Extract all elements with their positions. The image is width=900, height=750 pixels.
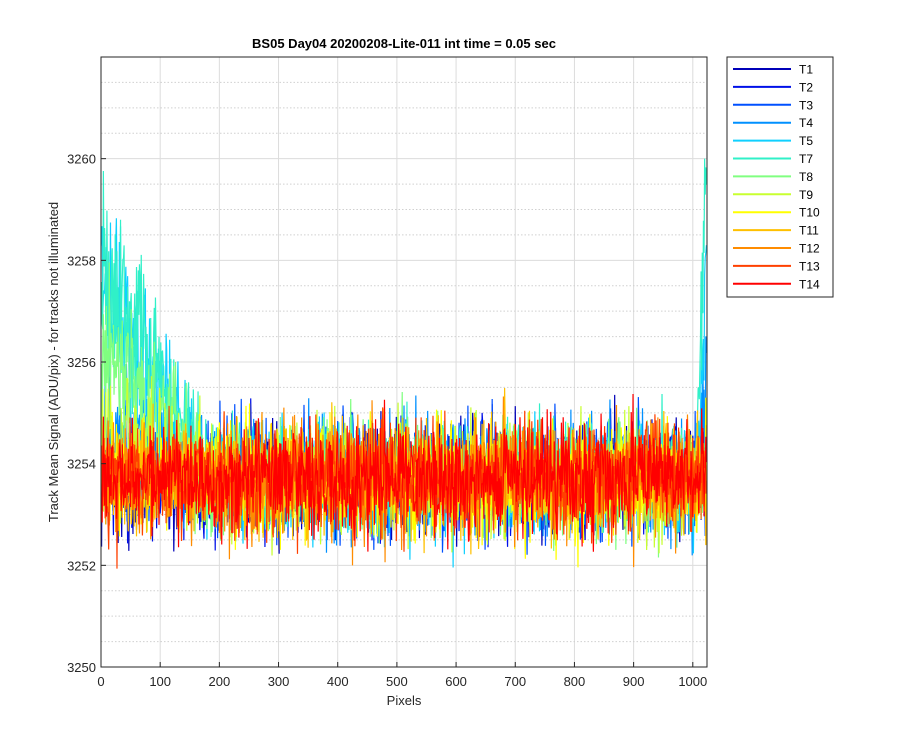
x-tick-label: 0 (97, 674, 104, 689)
series-line-T14 (101, 394, 707, 552)
chart-title: BS05 Day04 20200208-Lite-011 int time = … (252, 36, 556, 51)
x-tick-label: 700 (504, 674, 526, 689)
y-tick-label: 3260 (67, 152, 96, 167)
legend-label-T10: T10 (799, 206, 820, 220)
legend-label-T2: T2 (799, 80, 813, 94)
y-ticks: 3250 3252 3254 3256 3258 3260 (67, 152, 106, 675)
legend-label-T14: T14 (799, 277, 820, 291)
legend-label-T9: T9 (799, 188, 813, 202)
x-tick-label: 600 (445, 674, 467, 689)
legend-label-T13: T13 (799, 259, 820, 273)
legend-label-T4: T4 (799, 116, 813, 130)
x-tick-label: 1000 (678, 674, 707, 689)
legend-label-T1: T1 (799, 63, 813, 77)
legend-label-T7: T7 (799, 152, 813, 166)
y-tick-label: 3252 (67, 558, 96, 573)
series-lines (101, 158, 707, 569)
y-tick-label: 3254 (67, 457, 96, 472)
x-tick-label: 200 (209, 674, 231, 689)
legend-label-T5: T5 (799, 134, 813, 148)
x-tick-label: 100 (149, 674, 171, 689)
y-tick-label: 3250 (67, 660, 96, 675)
x-axis-label: Pixels (387, 693, 422, 708)
legend-label-T8: T8 (799, 170, 813, 184)
legend-label-T11: T11 (799, 224, 819, 238)
y-tick-label: 3256 (67, 355, 96, 370)
x-ticks: 0 100 200 300 400 500 600 700 800 900 1000 (97, 662, 707, 689)
x-tick-label: 400 (327, 674, 349, 689)
y-tick-label: 3258 (67, 253, 96, 268)
x-tick-label: 800 (564, 674, 586, 689)
y-axis-label: Track Mean Signal (ADU/pix) - for tracks… (46, 202, 61, 522)
legend-label-T12: T12 (799, 242, 820, 256)
x-tick-label: 900 (623, 674, 645, 689)
legend: T1 T2 T3 T4 T5 T7 T8 T9 T10 T11 T12 T13 T14 (726, 56, 834, 298)
x-tick-label: 300 (268, 674, 290, 689)
x-tick-label: 500 (386, 674, 408, 689)
legend-label-T3: T3 (799, 98, 813, 112)
